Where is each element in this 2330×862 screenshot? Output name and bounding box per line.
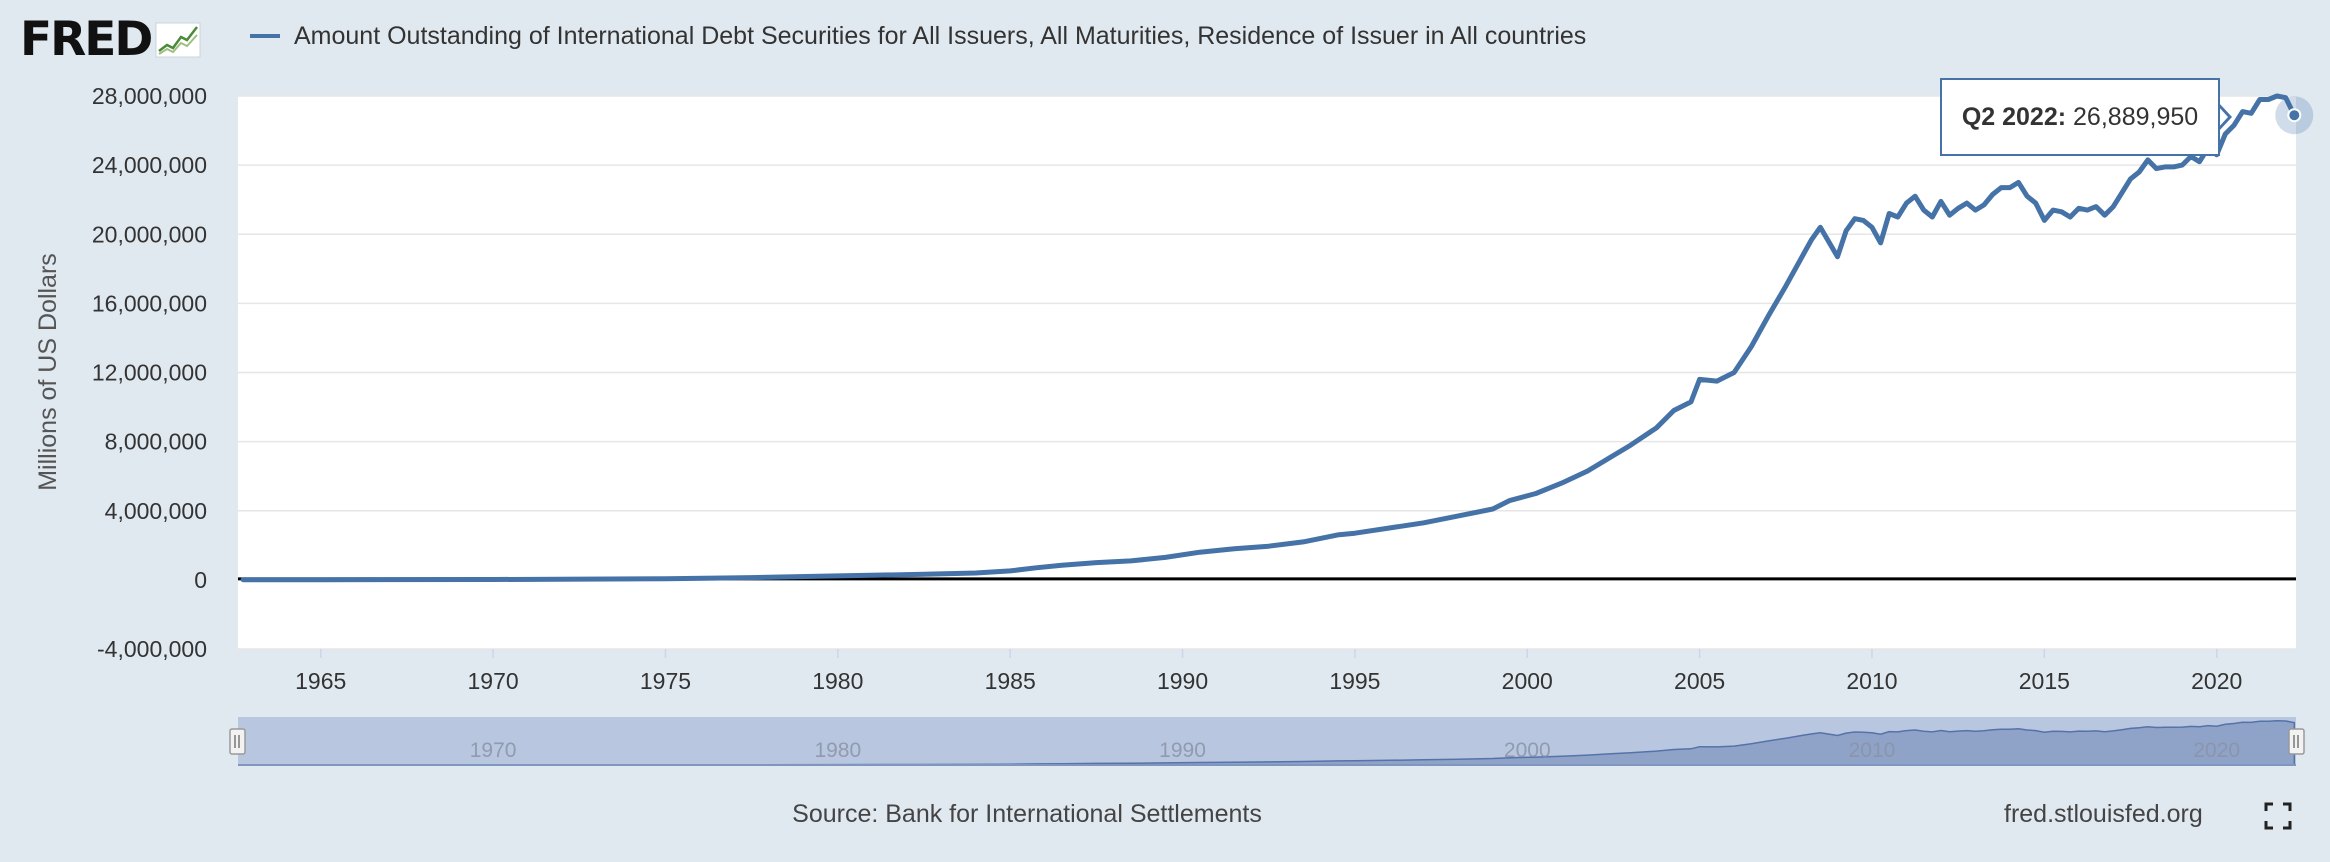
tooltip-period: Q2 2022:: [1961, 102, 2067, 131]
chart-source: Source: Bank for International Settlemen…: [0, 800, 2330, 829]
x-tick-label: 1975: [640, 668, 691, 694]
navigator-labels: 1970 1980 1990 2000 2010 2020: [470, 739, 2240, 762]
navigator-handle-right[interactable]: [2288, 728, 2305, 755]
x-tick-label: 2010: [1846, 668, 1897, 694]
y-tick-label: 20,000,000: [92, 221, 207, 247]
legend-series-label: Amount Outstanding of International Debt…: [294, 21, 1587, 50]
tooltip-arrow-inner: [2217, 105, 2228, 129]
navigator-tick-label: 1970: [470, 739, 517, 762]
hover-point: [2287, 108, 2302, 123]
y-tick-label: -4,000,000: [97, 636, 207, 662]
source-text: Source: Bank for International Settlemen…: [792, 800, 1262, 828]
y-axis-labels: -4,000,000 0 4,000,000 8,000,000 12,000,000 1…: [92, 83, 207, 662]
data-tooltip: Q2 2022: 26,889,950: [1940, 78, 2220, 156]
x-axis-labels: 1965 1970 1975 1980 1985 1990 1995 2000 2005 2010…: [295, 668, 2242, 694]
x-tick-label: 1995: [1329, 668, 1380, 694]
series-line: [240, 93, 2297, 583]
y-tick-label: 28,000,000: [92, 83, 207, 109]
x-tick-label: 1980: [812, 668, 863, 694]
navigator-handle-left[interactable]: [229, 728, 246, 755]
y-tick-label: 12,000,000: [92, 360, 207, 386]
navigator-tick-label: 1990: [1159, 739, 1206, 762]
y-tick-label: 16,000,000: [92, 290, 207, 316]
y-tick-label: 4,000,000: [105, 498, 207, 524]
navigator-tick-label: 2020: [2193, 739, 2240, 762]
y-axis-title: Millions of US Dollars: [34, 253, 62, 491]
chart-legend[interactable]: Amount Outstanding of International Debt…: [250, 18, 1586, 54]
navigator-area: [243, 720, 2296, 766]
x-tick-label: 2015: [2019, 668, 2070, 694]
navigator-tick-label: 2010: [1849, 739, 1896, 762]
x-axis-ticks: [319, 649, 2218, 658]
navigator-tick-label: 1980: [814, 739, 861, 762]
navigator[interactable]: 1970 1980 1990 2000 2010 2020: [229, 717, 2305, 766]
x-tick-label: 1990: [1157, 668, 1208, 694]
grid-lines: [238, 95, 2296, 650]
x-tick-label: 2020: [2191, 668, 2242, 694]
y-tick-label: 0: [194, 567, 207, 593]
fred-logo[interactable]: FRED: [20, 14, 201, 64]
y-tick-label: 24,000,000: [92, 152, 207, 178]
navigator-tick-label: 2000: [1504, 739, 1551, 762]
line-graph-icon: [155, 22, 201, 58]
fred-url-link[interactable]: fred.stlouisfed.org: [2004, 800, 2203, 828]
fullscreen-icon[interactable]: [2264, 802, 2292, 830]
tooltip-value: 26,889,950: [2073, 102, 2199, 131]
y-tick-label: 8,000,000: [105, 429, 207, 455]
x-tick-label: 2005: [1674, 668, 1725, 694]
fred-wordmark: FRED: [20, 11, 153, 67]
legend-series-swatch: [250, 34, 280, 38]
x-tick-label: 1985: [985, 668, 1036, 694]
x-tick-label: 1970: [468, 668, 519, 694]
x-tick-label: 2000: [1502, 668, 1553, 694]
x-tick-label: 1965: [295, 668, 346, 694]
